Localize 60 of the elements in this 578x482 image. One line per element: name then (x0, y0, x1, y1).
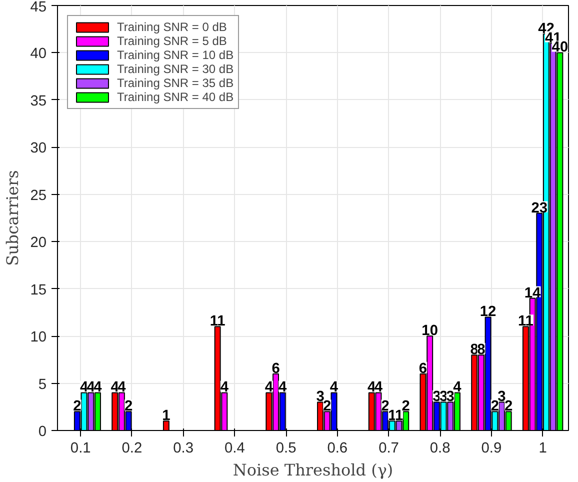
y-tick-label: 10 (30, 330, 47, 346)
y-tick-label: 15 (30, 282, 47, 298)
data-label: 3 (446, 389, 454, 406)
data-label: 4 (278, 380, 288, 396)
data-label: 4 (118, 380, 127, 396)
y-tick-label: 20 (30, 235, 47, 252)
legend-label: Training SNR = 0 dB (117, 20, 227, 34)
data-label: 6 (272, 360, 280, 377)
data-label: 1 (394, 408, 404, 424)
data-label: 4 (94, 380, 103, 396)
data-label: 3 (316, 389, 324, 406)
data-label: 2 (124, 398, 133, 415)
data-label: 4 (264, 380, 274, 396)
data-label: 4 (374, 380, 384, 396)
y-tick-label: 30 (30, 140, 47, 157)
x-tick-label: 0.3 (173, 440, 194, 456)
data-label: 4 (453, 380, 462, 396)
legend-label: Training SNR = 30 dB (117, 62, 234, 76)
data-label: 1 (162, 408, 170, 424)
x-tick-label: 0.7 (378, 440, 399, 456)
legend-label: Training SNR = 5 dB (117, 34, 227, 48)
data-label: 23 (531, 200, 548, 216)
data-label: 11 (518, 314, 534, 330)
data-label: 8 (477, 342, 486, 358)
data-label: 14 (524, 285, 542, 302)
x-tick-label: 0.1 (70, 440, 91, 456)
y-axis-title: Subcarriers (3, 170, 22, 266)
data-label: 11 (210, 314, 226, 330)
data-label: 8 (470, 342, 478, 358)
data-label: 3 (498, 389, 506, 406)
data-label: 2 (402, 398, 410, 415)
x-axis-title: Noise Threshold (γ) (232, 460, 394, 480)
y-tick-label: 25 (30, 188, 47, 204)
data-label: 4 (330, 380, 339, 396)
data-label: 4 (220, 380, 230, 396)
x-tick-label: 0.6 (327, 440, 348, 456)
x-tick-label: 0.2 (122, 440, 142, 456)
data-label: 2 (323, 398, 332, 415)
y-tick-label: 0 (38, 424, 47, 440)
legend-label: Training SNR = 35 dB (117, 76, 234, 90)
x-tick-label: 0.5 (276, 440, 296, 456)
data-label: 2 (490, 398, 499, 415)
data-label: 2 (504, 398, 513, 415)
y-tick-label: 40 (30, 46, 47, 62)
x-tick-label: 0.8 (430, 440, 450, 456)
x-tick-label: 0.9 (481, 440, 502, 456)
data-label: 2 (73, 398, 82, 415)
data-label: 10 (422, 323, 438, 340)
legend-label: Training SNR = 40 dB (117, 90, 234, 104)
data-label: 3 (439, 389, 448, 406)
y-tick-label: 35 (30, 93, 47, 110)
y-tick-label: 5 (38, 376, 47, 393)
x-tick-label: 0.4 (224, 440, 245, 456)
data-label: 12 (480, 304, 496, 320)
data-label: 2 (381, 398, 390, 415)
x-tick-label: 1 (538, 440, 547, 456)
y-tick-label: 45 (30, 0, 47, 16)
data-label: 6 (418, 360, 428, 377)
legend-label: Training SNR = 10 dB (117, 48, 234, 62)
data-label: 1 (388, 408, 396, 424)
